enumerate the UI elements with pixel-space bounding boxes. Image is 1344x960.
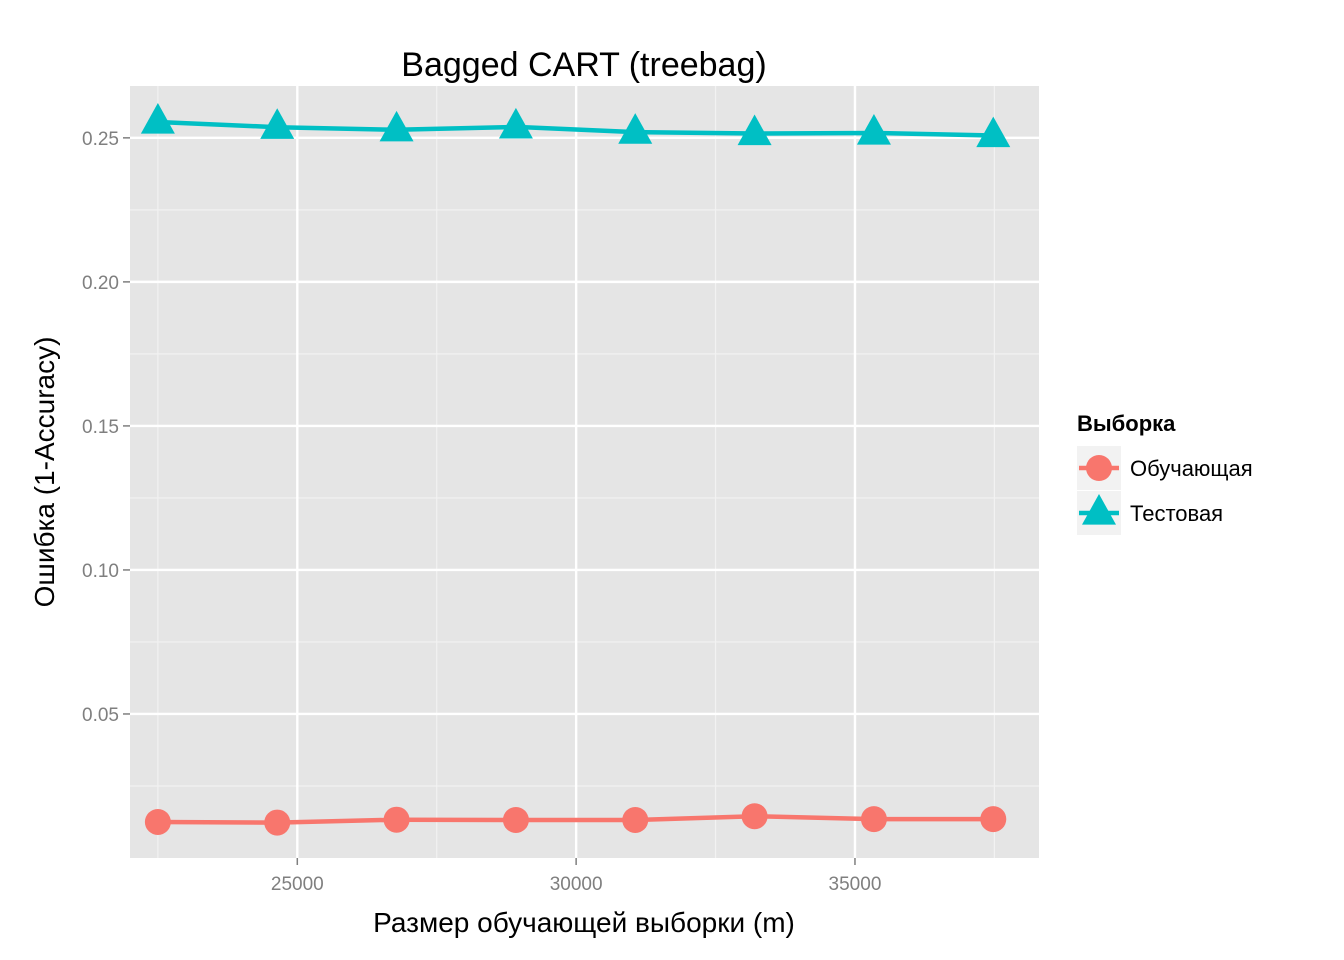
legend-key-marker (1082, 494, 1116, 525)
data-point-1 (741, 803, 768, 830)
legend-label: Обучающая (1130, 456, 1253, 481)
y-tick-label: 0.20 (82, 273, 119, 294)
data-point-2 (618, 113, 653, 144)
grid-major (130, 86, 1039, 858)
axis-ticks (123, 137, 856, 865)
series-line-1 (157, 813, 994, 825)
data-point-2 (976, 116, 1011, 148)
legend-title: Выборка (1077, 411, 1176, 436)
y-tick-label: 0.05 (82, 705, 119, 726)
legend: Выборка Обучающая Тестовая (1077, 411, 1253, 535)
x-axis-title: Размер обучающей выборки (m) (373, 907, 795, 938)
legend-key-marker (1086, 455, 1112, 481)
data-point-2 (737, 114, 772, 146)
data-point-1 (144, 808, 171, 835)
data-point-2 (140, 103, 175, 134)
chart-title: Bagged CART (treebag) (401, 46, 766, 84)
y-tick-label: 0.15 (82, 417, 119, 438)
data-point-1 (383, 806, 410, 833)
series-lines (157, 119, 994, 825)
grid-minor (130, 86, 1039, 858)
data-point-1 (264, 809, 291, 836)
data-point-1 (502, 806, 529, 833)
x-tick-label: 35000 (829, 874, 882, 895)
data-point-2 (379, 110, 414, 142)
y-tick-label: 0.25 (82, 129, 119, 150)
data-point-2 (498, 107, 533, 139)
series-points (140, 103, 1011, 836)
y-tick-label: 0.10 (82, 561, 119, 582)
plot-panel (130, 86, 1039, 858)
data-point-2 (260, 108, 295, 139)
y-axis-title: Ошибка (1-Accuracy) (29, 337, 60, 608)
data-point-2 (856, 113, 891, 145)
data-point-1 (622, 806, 649, 833)
legend-label: Тестовая (1130, 501, 1223, 526)
x-tick-label: 30000 (550, 874, 603, 895)
data-point-1 (860, 806, 887, 833)
tick-labels: 25000 30000 35000 0.05 0.10 0.15 0.20 0.25 (82, 129, 881, 895)
x-tick-label: 25000 (271, 874, 324, 895)
series-line-2 (157, 119, 994, 138)
data-point-1 (980, 806, 1007, 833)
